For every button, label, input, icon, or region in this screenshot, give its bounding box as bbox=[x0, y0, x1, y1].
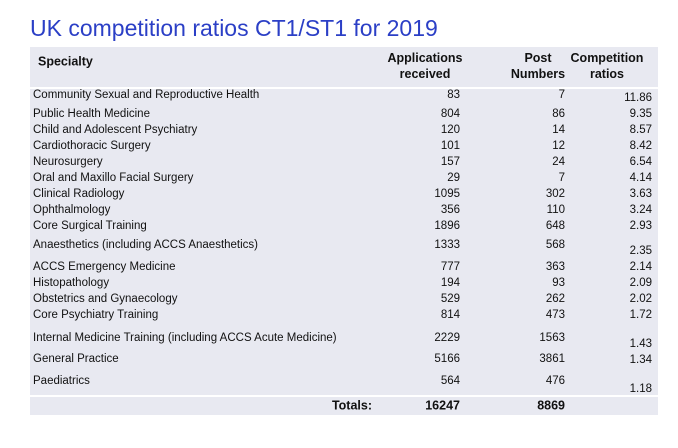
posts: 93 bbox=[552, 277, 565, 289]
ratio: 3.24 bbox=[630, 204, 653, 216]
ratio: 6.54 bbox=[630, 156, 653, 168]
applications: 564 bbox=[441, 375, 461, 387]
page-title: UK competition ratios CT1/ST1 for 2019 bbox=[30, 15, 438, 41]
posts: 568 bbox=[546, 239, 565, 251]
ratio: 1.43 bbox=[630, 338, 652, 350]
specialty: Histopathology bbox=[33, 277, 109, 289]
applications: 356 bbox=[441, 204, 460, 216]
specialty: Public Health Medicine bbox=[33, 108, 150, 120]
posts: 24 bbox=[552, 156, 565, 168]
ratio: 9.35 bbox=[630, 108, 652, 120]
header-cell: Specialty bbox=[38, 54, 93, 68]
specialty: Child and Adolescent Psychiatry bbox=[33, 124, 198, 136]
applications: 194 bbox=[441, 277, 461, 289]
posts: 110 bbox=[547, 204, 565, 216]
applications: 1095 bbox=[434, 188, 460, 200]
specialty: Paediatrics bbox=[33, 375, 90, 387]
ratio: 2.02 bbox=[630, 293, 652, 305]
specialty: Core Surgical Training bbox=[33, 220, 147, 232]
header-cell: Applications received bbox=[387, 51, 462, 81]
posts: 363 bbox=[546, 261, 565, 273]
posts: 302 bbox=[546, 188, 565, 200]
posts: 7 bbox=[559, 172, 565, 184]
ratio: 2.35 bbox=[630, 245, 652, 257]
header-cell: Post Numbers bbox=[511, 51, 565, 81]
ratio: 2.09 bbox=[630, 277, 652, 289]
specialty: ACCS Emergency Medicine bbox=[33, 261, 176, 273]
specialty: Oral and Maxillo Facial Surgery bbox=[33, 172, 194, 184]
specialty: Neurosurgery bbox=[33, 156, 103, 168]
applications: 814 bbox=[441, 309, 461, 321]
posts: 476 bbox=[546, 375, 565, 387]
ratio: 3.63 bbox=[630, 188, 652, 200]
ratio: 2.14 bbox=[630, 261, 653, 273]
posts: 86 bbox=[552, 108, 565, 120]
posts: 1563 bbox=[539, 332, 565, 344]
posts: 12 bbox=[552, 140, 565, 152]
applications: 529 bbox=[441, 293, 460, 305]
applications: 29 bbox=[447, 172, 460, 184]
specialty: Core Psychiatry Training bbox=[33, 309, 158, 321]
applications: 804 bbox=[441, 108, 461, 120]
applications: 1333 bbox=[434, 239, 460, 251]
applications: 83 bbox=[447, 89, 460, 101]
applications: 101 bbox=[441, 140, 460, 152]
totals-label: Totals: bbox=[332, 398, 372, 412]
specialty: Internal Medicine Training (including AC… bbox=[33, 332, 337, 344]
ratio: 2.93 bbox=[630, 220, 652, 232]
applications: 120 bbox=[441, 124, 460, 136]
applications: 157 bbox=[441, 156, 460, 168]
applications: 2229 bbox=[434, 332, 460, 344]
totals-applications: 16247 bbox=[425, 398, 460, 412]
posts: 3861 bbox=[539, 353, 565, 365]
specialty: Clinical Radiology bbox=[33, 188, 125, 200]
specialty: Anaesthetics (including ACCS Anaesthetic… bbox=[33, 239, 258, 251]
specialty: Ophthalmology bbox=[33, 204, 111, 216]
totals-posts: 8869 bbox=[537, 398, 565, 412]
specialty: Obstetrics and Gynaecology bbox=[33, 293, 178, 305]
applications: 1896 bbox=[434, 220, 460, 232]
applications: 777 bbox=[441, 261, 460, 273]
posts: 14 bbox=[552, 124, 565, 136]
posts: 7 bbox=[559, 89, 565, 101]
table: Specialty Applications received Post Numbers… bbox=[33, 51, 653, 412]
header-cell: Competition ratios bbox=[571, 51, 644, 81]
ratio: 8.57 bbox=[630, 124, 652, 136]
posts: 648 bbox=[546, 220, 565, 232]
applications: 5166 bbox=[434, 353, 460, 365]
ratio: 1.34 bbox=[630, 354, 653, 366]
ratio: 1.72 bbox=[630, 309, 652, 321]
ratio: 1.18 bbox=[630, 383, 652, 395]
specialty: General Practice bbox=[33, 353, 119, 365]
ratio: 8.42 bbox=[630, 140, 652, 152]
specialty: Cardiothoracic Surgery bbox=[33, 140, 151, 152]
posts: 262 bbox=[546, 293, 565, 305]
table-background bbox=[30, 47, 658, 415]
ratio: 4.14 bbox=[630, 172, 653, 184]
specialty: Community Sexual and Reproductive Health bbox=[33, 89, 259, 101]
ratio: 11.86 bbox=[624, 92, 652, 104]
posts: 473 bbox=[546, 309, 565, 321]
